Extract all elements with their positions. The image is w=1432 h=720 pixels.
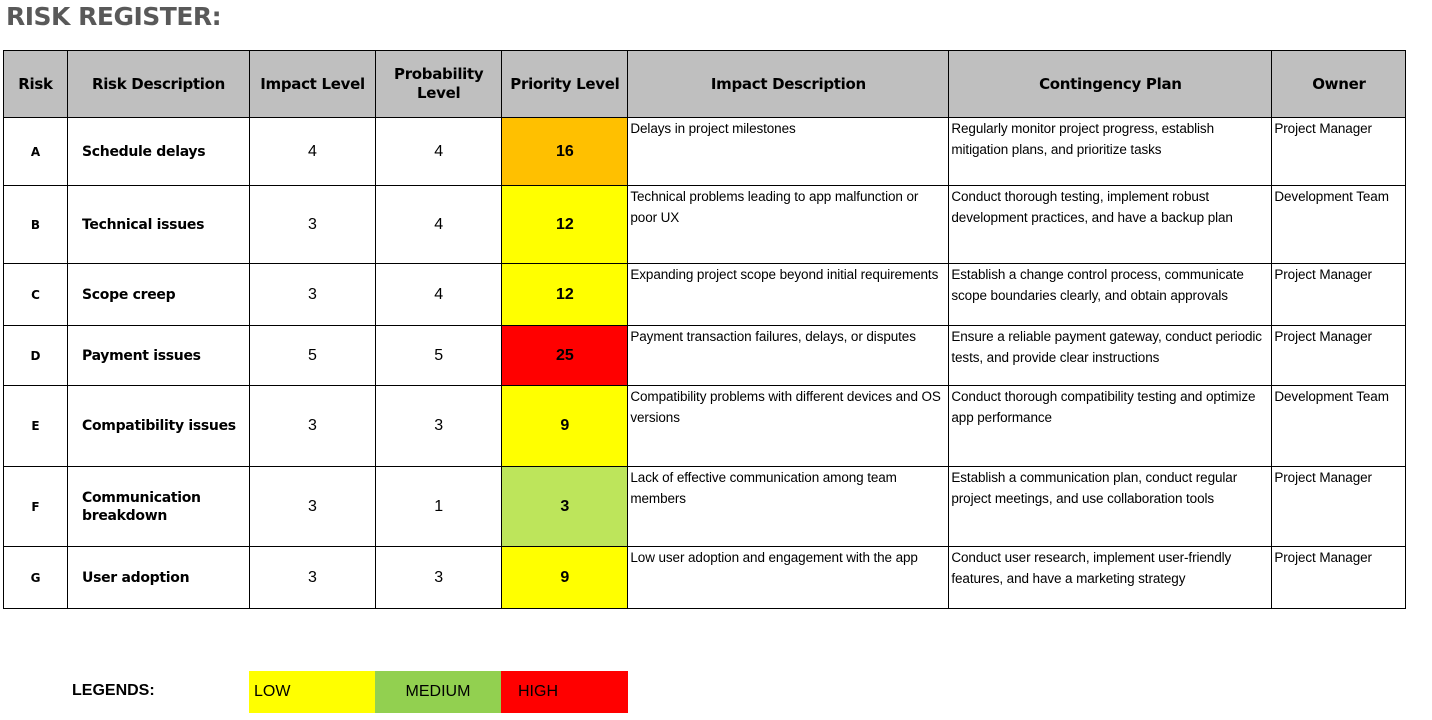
priority-level-cell: 9 <box>501 546 629 609</box>
owner-cell: Project Manager <box>1271 263 1407 326</box>
impact-description-cell: Compatibility problems with different de… <box>627 385 950 467</box>
contingency-plan-cell: Regularly monitor project progress, esta… <box>948 117 1273 186</box>
priority-level-cell: 12 <box>501 185 629 264</box>
risk-register-table: Risk Risk Description Impact Level Proba… <box>3 50 1407 609</box>
impact-description-cell: Lack of effective communication among te… <box>627 466 950 547</box>
owner-cell: Development Team <box>1271 185 1407 264</box>
probability-level-cell: 5 <box>374 325 503 386</box>
probability-level-cell: 4 <box>374 117 503 186</box>
impact-level-cell: 3 <box>249 546 376 609</box>
probability-level-cell: 3 <box>374 546 503 609</box>
impact-description-cell: Technical problems leading to app malfun… <box>627 185 950 264</box>
probability-level-cell: 4 <box>374 185 503 264</box>
table-row: F Communication breakdown 3 1 3 Lack of effec… <box>3 466 1407 547</box>
table-row: C Scope creep 3 4 12 Expanding project scope … <box>3 263 1407 326</box>
impact-level-cell: 3 <box>249 185 376 264</box>
legend-high: HIGH <box>501 671 628 713</box>
table-row: D Payment issues 5 5 25 Payment transaction f… <box>3 325 1407 386</box>
legend-high-label: HIGH <box>518 683 558 700</box>
contingency-plan-cell: Ensure a reliable payment gateway, condu… <box>948 325 1273 386</box>
risk-id-cell: E <box>3 385 68 467</box>
contingency-plan-cell: Conduct thorough compatibility testing a… <box>948 385 1273 467</box>
header-impact-level: Impact Level <box>249 50 376 118</box>
risk-description-cell: Technical issues <box>67 185 250 264</box>
header-probability-level: Probability Level <box>374 50 503 118</box>
risk-description-cell: Compatibility issues <box>67 385 250 467</box>
contingency-plan-cell: Establish a communication plan, conduct … <box>948 466 1273 547</box>
contingency-plan-cell: Establish a change control process, comm… <box>948 263 1273 326</box>
risk-description-cell: Scope creep <box>67 263 250 326</box>
header-risk: Risk <box>3 50 68 118</box>
legend-medium-label: MEDIUM <box>405 683 471 700</box>
impact-description-cell: Low user adoption and engagement with th… <box>627 546 950 609</box>
table-row: A Schedule delays 4 4 16 Delays in project mi… <box>3 117 1407 186</box>
priority-level-cell: 3 <box>501 466 629 547</box>
risk-description-cell: Payment issues <box>67 325 250 386</box>
risk-id-cell: G <box>3 546 68 609</box>
header-row: Risk Risk Description Impact Level Proba… <box>3 50 1407 118</box>
impact-level-cell: 3 <box>249 263 376 326</box>
header-priority-level: Priority Level <box>501 50 629 118</box>
impact-description-cell: Payment transaction failures, delays, or… <box>627 325 950 386</box>
impact-description-cell: Expanding project scope beyond initial r… <box>627 263 950 326</box>
contingency-plan-cell: Conduct user research, implement user-fr… <box>948 546 1273 609</box>
risk-description-cell: Schedule delays <box>67 117 250 186</box>
legend-low: LOW <box>249 671 375 713</box>
legend-label: LEGENDS: <box>72 682 155 699</box>
legend-low-label: LOW <box>254 683 291 700</box>
owner-cell: Project Manager <box>1271 466 1407 547</box>
owner-cell: Project Manager <box>1271 325 1407 386</box>
priority-level-cell: 9 <box>501 385 629 467</box>
owner-cell: Project Manager <box>1271 117 1407 186</box>
risk-id-cell: A <box>3 117 68 186</box>
priority-level-cell: 25 <box>501 325 629 386</box>
probability-level-cell: 3 <box>374 385 503 467</box>
probability-level-cell: 4 <box>374 263 503 326</box>
impact-level-cell: 3 <box>249 466 376 547</box>
probability-level-cell: 1 <box>374 466 503 547</box>
table-row: B Technical issues 3 4 12 Technical problems … <box>3 185 1407 264</box>
risk-description-cell: Communication breakdown <box>67 466 250 547</box>
impact-description-cell: Delays in project milestones <box>627 117 950 186</box>
risk-id-cell: F <box>3 466 68 547</box>
owner-cell: Development Team <box>1271 385 1407 467</box>
impact-level-cell: 4 <box>249 117 376 186</box>
risk-id-cell: C <box>3 263 68 326</box>
header-risk-description: Risk Description <box>67 50 250 118</box>
impact-level-cell: 5 <box>249 325 376 386</box>
risk-id-cell: D <box>3 325 68 386</box>
contingency-plan-cell: Conduct thorough testing, implement robu… <box>948 185 1273 264</box>
priority-level-cell: 16 <box>501 117 629 186</box>
page-title: RISK REGISTER: <box>6 2 222 31</box>
priority-level-cell: 12 <box>501 263 629 326</box>
table-row: E Compatibility issues 3 3 9 Compatibility pr… <box>3 385 1407 467</box>
header-impact-description: Impact Description <box>627 50 950 118</box>
risk-description-cell: User adoption <box>67 546 250 609</box>
table-row: G User adoption 3 3 9 Low user adoption and e… <box>3 546 1407 609</box>
owner-cell: Project Manager <box>1271 546 1407 609</box>
risk-id-cell: B <box>3 185 68 264</box>
header-contingency-plan: Contingency Plan <box>948 50 1273 118</box>
impact-level-cell: 3 <box>249 385 376 467</box>
legend-medium: MEDIUM <box>375 671 501 713</box>
header-owner: Owner <box>1271 50 1407 118</box>
